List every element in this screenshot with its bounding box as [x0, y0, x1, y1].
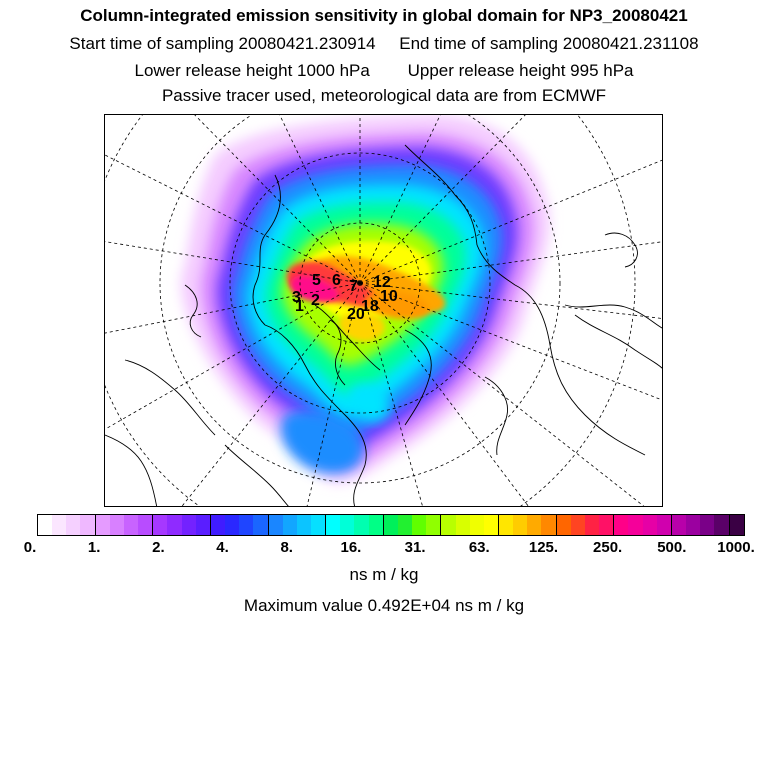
colorbar-swatch [52, 515, 67, 535]
colorbar-tick-label: 8. [280, 539, 293, 556]
colorbar-tick-label: 500. [657, 539, 687, 556]
colorbar-swatch [66, 515, 81, 535]
colorbar-swatch [599, 515, 615, 535]
colorbar-tick-label: 16. [340, 539, 362, 556]
point-label: 6 [332, 272, 341, 289]
colorbar-swatch [354, 515, 369, 535]
colorbar-swatch [225, 515, 240, 535]
colorbar-swatch [80, 515, 96, 535]
point-label: 5 [312, 272, 321, 289]
point-label: 7 [349, 278, 358, 295]
colorbar-tick-label: 63. [468, 539, 490, 556]
colorbar-tick-label: 1000. [717, 539, 755, 556]
colorbar-swatch [729, 515, 744, 535]
point-label: 20 [347, 306, 365, 323]
point-label: 18 [361, 298, 379, 315]
colorbar-tick-label: 125. [528, 539, 559, 556]
colorbar-swatch [412, 515, 427, 535]
point-label: 1 [295, 298, 304, 315]
point-label: 12 [373, 274, 391, 291]
colorbar-swatch [239, 515, 254, 535]
colorbar-swatch [95, 515, 110, 535]
lower-release-label: Lower release height 1000 hPa [134, 61, 370, 80]
emission-sensitivity-map: 5 6 7 12 3 2 1 20 18 10 [104, 114, 663, 507]
colorbar-swatch [499, 515, 514, 535]
colorbar-swatch [181, 515, 196, 535]
release-point-labels: 5 6 7 12 3 2 1 20 18 10 [292, 272, 398, 323]
colorbar-tick-label: 2. [152, 539, 165, 556]
colorbar-swatch [368, 515, 384, 535]
colorbar-swatch [210, 515, 226, 535]
colorbar-swatch [282, 515, 297, 535]
graticule [105, 115, 662, 506]
plot-title: Column-integrated emission sensitivity i… [80, 6, 688, 25]
colorbar-swatch [383, 515, 398, 535]
upper-release-label: Upper release height 995 hPa [407, 61, 634, 80]
colorbar-swatch [195, 515, 211, 535]
colorbar-tick-label: 31. [404, 539, 426, 556]
colorbar-swatch [38, 515, 53, 535]
colorbar-swatch [483, 515, 499, 535]
colorbar-swatch [296, 515, 311, 535]
colorbar-swatch [455, 515, 470, 535]
colorbar-swatch [642, 515, 657, 535]
colorbar-tick-label: 1. [87, 539, 101, 556]
point-label: 3 [292, 289, 301, 306]
colorbar-swatch [700, 515, 715, 535]
colorbar [37, 514, 745, 536]
colorbar-swatch [469, 515, 484, 535]
colorbar-tick-label: 250. [593, 539, 623, 556]
colorbar-swatch [109, 515, 124, 535]
tracer-info: Passive tracer used, meteorological data… [161, 86, 607, 105]
colorbar-swatch [268, 515, 283, 535]
point-label: 10 [380, 288, 398, 305]
colorbar-swatch [310, 515, 327, 535]
colorbar-swatch [426, 515, 442, 535]
maximum-value: Maximum value 0.492E+04 ns m / kg [243, 596, 525, 615]
colorbar-swatch [326, 515, 341, 535]
colorbar-swatch [138, 515, 154, 535]
colorbar-swatch [656, 515, 672, 535]
point-label: 2 [311, 292, 320, 309]
colorbar-swatch [671, 515, 687, 535]
colorbar-swatch [167, 515, 182, 535]
release-heights: Lower release height 1000 hPa Upper rele… [0, 61, 768, 81]
colorbar-swatch [714, 515, 730, 535]
colorbar-swatch [123, 515, 139, 535]
start-time-label: Start time of sampling 20080421.230914 [69, 34, 376, 53]
end-time-label: End time of sampling 20080421.231108 [399, 34, 699, 53]
colorbar-swatch [153, 515, 168, 535]
colorbar-swatch [541, 515, 557, 535]
colorbar-swatch [397, 515, 413, 535]
colorbar-tick-label: 4. [216, 539, 229, 556]
colorbar-swatch [253, 515, 269, 535]
colorbar-swatch [584, 515, 600, 535]
colorbar-swatch [556, 515, 571, 535]
colorbar-tick-label: 0. [23, 539, 37, 556]
colorbar-swatch [686, 515, 701, 535]
sampling-times: Start time of sampling 20080421.230914 E… [0, 34, 768, 54]
colorbar-swatch [513, 515, 528, 535]
colorbar-swatch [614, 515, 629, 535]
colorbar-swatch [441, 515, 456, 535]
colorbar-unit: ns m / kg [349, 565, 419, 584]
colorbar-swatch [527, 515, 542, 535]
colorbar-swatch [340, 515, 355, 535]
colorbar-swatch [570, 515, 585, 535]
colorbar-swatch [628, 515, 643, 535]
coastlines [105, 144, 662, 506]
